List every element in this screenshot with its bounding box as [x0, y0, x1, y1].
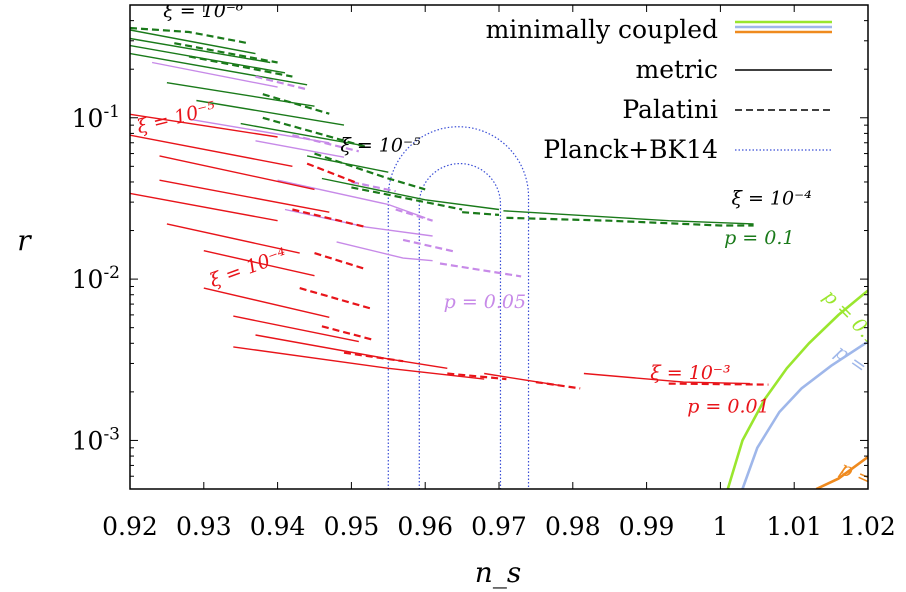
series-p-01-solid-8: [321, 177, 500, 211]
series-p-001-dashed-50: [447, 372, 507, 381]
annotation-12: p = 0.01: [836, 457, 906, 511]
series-p-001-solid-38: [203, 287, 330, 318]
annotation-10: p = 0.1: [819, 285, 884, 350]
x-axis-label: n_s: [475, 556, 521, 589]
series-p-01-dashed-16: [351, 186, 463, 211]
series-p-01-solid-6: [240, 122, 359, 146]
series-p-01-dashed-11: [174, 42, 278, 64]
series-p-001-dashed-46: [314, 252, 367, 271]
series-p-001-solid-36: [166, 223, 300, 254]
y-tick-label-10-1: 10-1: [72, 102, 120, 133]
series-p-001-dashed-47: [299, 287, 374, 311]
annotation-9: p = 0.01: [687, 395, 769, 417]
series-p-001-dashed-44: [306, 162, 360, 185]
series-p-001-solid-31: [130, 113, 278, 138]
series-p-005-dashed-29: [402, 238, 455, 253]
series-p-001-solid-35: [130, 192, 278, 222]
series-p-01-dashed-10: [130, 26, 249, 45]
annotation-8: ξ = 10⁻³: [650, 362, 730, 384]
planck-contour-2: [418, 163, 502, 489]
series-p-005-solid-22: [277, 179, 426, 219]
series-p-01-solid-0: [130, 29, 256, 55]
series-p-001-solid-41: [233, 346, 485, 380]
annotation-1: ξ = 10⁻⁶: [163, 0, 244, 22]
series-p-005-dashed-25: [255, 75, 308, 91]
series-p-01-solid-1: [130, 37, 271, 64]
series-min-p-001-solid-55: [815, 455, 868, 489]
series-p-001-solid-37: [203, 250, 315, 277]
series-p-001-dashed-49: [343, 351, 404, 363]
series-p-005-dashed-30: [439, 262, 522, 278]
series-p-01-dashed-13: [262, 93, 330, 115]
series-p-005-solid-21: [255, 140, 345, 158]
legend-label-dashed: Palatini: [622, 95, 718, 124]
y-axis-label: r: [17, 224, 32, 257]
x-tick-label-0.99: 0.99: [619, 512, 675, 541]
x-tick-label-1.02: 1.02: [840, 512, 896, 541]
series-p-01-dashed-18: [506, 216, 754, 227]
series-p-001-solid-32: [130, 134, 293, 167]
series-p-01-dashed-17: [462, 211, 500, 216]
plot-area: ξ = 10⁻⁶ ξ = 10⁻⁵ ξ = 10⁻⁴ p = 0.1 ξ = 10⁻⁵ p…: [130, 0, 906, 511]
series-p-001-solid-42: [484, 372, 559, 386]
legend-label-minimal: minimally coupled: [486, 15, 718, 44]
series-p-005-solid-23: [284, 208, 433, 237]
y-tick-label-10-3: 10-3: [72, 424, 120, 455]
annotation-6: p = 0.05: [444, 291, 526, 313]
x-tick-label-0.97: 0.97: [471, 512, 527, 541]
x-tick-label-0.96: 0.96: [397, 512, 453, 541]
x-tick-label-0.95: 0.95: [324, 512, 380, 541]
series-p-005-dashed-28: [395, 208, 433, 222]
legend-label-dotted: Planck+BK14: [543, 135, 718, 164]
series-p-01-solid-2: [130, 44, 286, 74]
series-p-01-solid-9: [503, 210, 754, 225]
series-p-001-dashed-52: [668, 382, 769, 386]
series-p-001-dashed-45: [292, 208, 367, 229]
series-p-005-solid-19: [151, 61, 278, 88]
series-p-005-dashed-27: [351, 180, 396, 193]
annotation-3: ξ = 10⁻⁴: [731, 188, 811, 210]
series-p-005-solid-24: [336, 241, 433, 262]
annotation-7: ξ = 10⁻⁴: [207, 244, 290, 292]
series-p-01-dashed-15: [314, 152, 426, 191]
series-p-005-dashed-26: [292, 134, 360, 153]
x-tick-label-1: 1: [712, 512, 728, 541]
series-p-01-dashed-12: [188, 55, 293, 78]
legend-label-solid: metric: [636, 55, 719, 84]
annotation-4: p = 0.1: [724, 227, 794, 249]
series-p-01-solid-3: [130, 52, 308, 86]
series-min-p-01-solid-53: [726, 289, 868, 489]
annotation-5: ξ = 10⁻⁵: [135, 97, 219, 138]
series-p-001-solid-33: [159, 155, 315, 191]
legend: minimally coupled metric Palatini Planck+BK…: [486, 15, 832, 164]
series-p-01-solid-5: [196, 99, 345, 126]
x-tick-label-0.93: 0.93: [176, 512, 232, 541]
y-tick-label-10-2: 10-2: [72, 263, 120, 294]
planck-contour-1: [387, 126, 530, 489]
series-p-001-dashed-48: [321, 325, 374, 341]
x-tick-label-0.98: 0.98: [545, 512, 601, 541]
series-p-01-dashed-14: [262, 116, 367, 148]
x-tick-label-0.92: 0.92: [102, 512, 158, 541]
series-p-001-dashed-51: [535, 381, 581, 390]
x-tick-label-1.01: 1.01: [766, 512, 822, 541]
annotation-2: ξ = 10⁻⁵: [340, 134, 421, 156]
series-p-001-solid-34: [159, 179, 330, 213]
x-tick-label-0.94: 0.94: [250, 512, 306, 541]
series-p-001-solid-39: [233, 315, 359, 343]
axes: 0.92 0.93 0.94 0.95 0.96 0.97 0.98 0.99 1 1.01 1.0…: [72, 4, 896, 541]
series-min-p-005-solid-54: [741, 340, 868, 489]
